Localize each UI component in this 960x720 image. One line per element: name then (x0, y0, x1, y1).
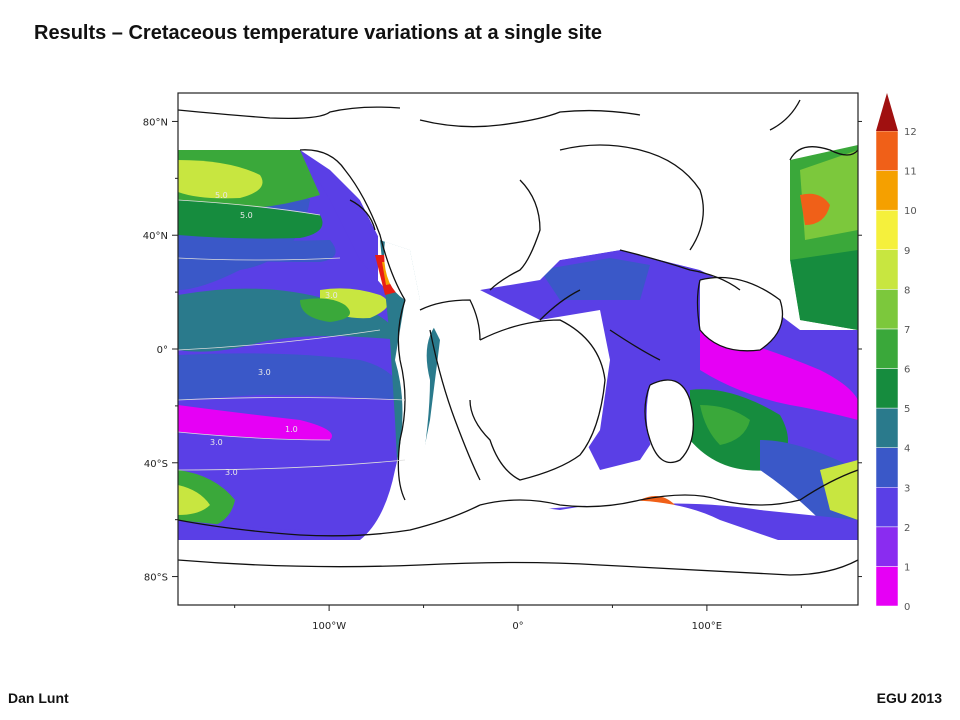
contour-label: 3.0 (225, 468, 238, 477)
contour-lines (178, 199, 406, 471)
x-tick-label: 100°W (312, 621, 346, 632)
y-tick-label: 40°N (143, 231, 168, 242)
colorbar-tick-label: 1 (904, 562, 910, 573)
ocean-field (178, 93, 858, 605)
contour-label: 3.0 (325, 291, 338, 300)
colorbar-bin (875, 368, 899, 409)
x-tick-label: 100°E (692, 621, 722, 632)
colorbar-tick-label: 9 (904, 246, 910, 257)
contour-label: 3.0 (210, 438, 223, 447)
colorbar-triangle (876, 93, 898, 131)
colorbar-bin (875, 289, 899, 330)
y-tick-label: 40°S (144, 459, 168, 470)
colorbar-bin (875, 130, 899, 171)
colorbar-tick-label: 12 (904, 127, 917, 138)
y-tick-label: 0° (157, 345, 168, 356)
colorbar-tick-label: 4 (904, 444, 910, 455)
y-axis: 80°N 40°N 0° 40°S 80°S (143, 117, 862, 584)
x-tick-label: 0° (512, 621, 523, 632)
colorbar-bin (875, 209, 899, 251)
x-axis: 100°W 0° 100°E (234, 605, 802, 632)
colorbar-bin (875, 566, 899, 607)
colorbar-tick-label: 8 (904, 285, 910, 296)
colorbar-tick-label: 10 (904, 206, 917, 217)
contour-label: 5.0 (240, 211, 253, 220)
colorbar-tick-label: 5 (904, 404, 910, 415)
colorbar-tick-label: 6 (904, 365, 910, 376)
colorbar-bin (875, 407, 899, 448)
colorbar-tick-label: 0 (904, 602, 910, 613)
contour-label-group: 5.0 5.0 3.0 3.0 3.0 1.0 3.0 (210, 191, 338, 477)
colorbar-bin (875, 447, 899, 488)
colorbar-tick-label: 2 (904, 523, 910, 534)
colorbar-bin (875, 328, 899, 369)
colorbar-tick-label: 3 (904, 483, 910, 494)
contour-label: 1.0 (285, 425, 298, 434)
slide-title: Results – Cretaceous temperature variati… (34, 22, 602, 44)
footer-event: EGU 2013 (876, 690, 942, 706)
contour-label: 3.0 (258, 368, 271, 377)
contour-label: 5.0 (215, 191, 228, 200)
footer-author: Dan Lunt (8, 690, 69, 706)
y-tick-label: 80°S (144, 573, 168, 584)
colorbar-bin (875, 526, 899, 567)
y-tick-label: 80°N (143, 117, 168, 128)
colorbar-tick-label: 11 (904, 167, 917, 178)
colorbar-bin (875, 487, 899, 528)
colorbar-bin (875, 249, 899, 290)
colorbar-tick-label: 7 (904, 325, 910, 336)
colorbar-bin (875, 170, 899, 211)
